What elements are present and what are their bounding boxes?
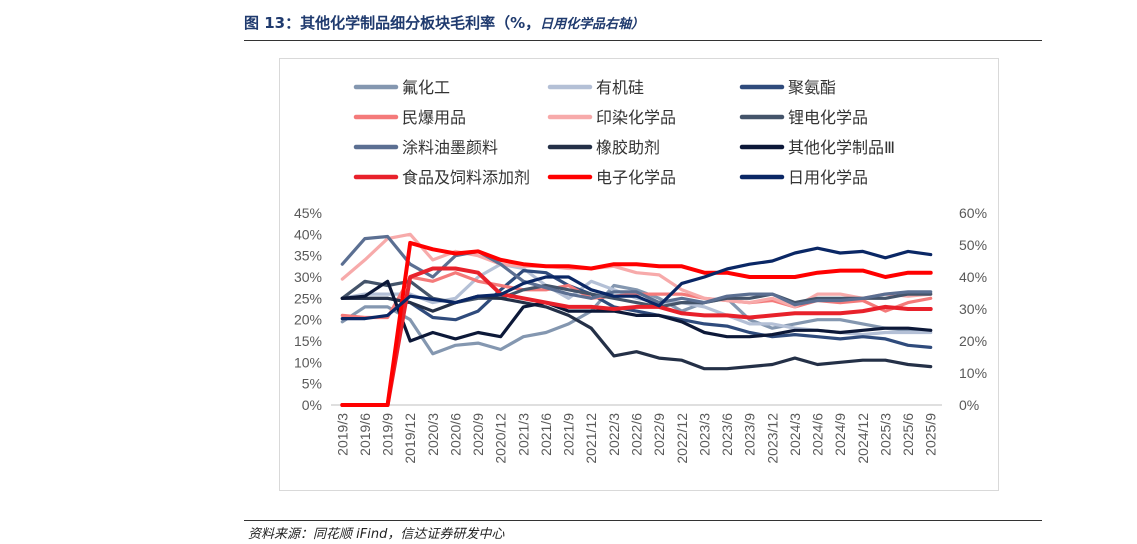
x-tick-label: 2021/6 <box>538 413 554 456</box>
left-tick-label: 10% <box>294 354 322 370</box>
figure-title-subtitle: 日用化学品右轴） <box>540 17 645 32</box>
left-tick-label: 20% <box>294 312 322 328</box>
figure-title-main: 图 13：其他化学制品细分板块毛利率（%， <box>244 14 541 32</box>
series-line-11 <box>340 240 933 407</box>
legend-label-5: 印染化学品 <box>596 108 676 127</box>
x-tick-label: 2022/9 <box>651 413 667 456</box>
x-tick-label: 2023/9 <box>742 413 758 456</box>
x-tick-label: 2025/6 <box>900 413 916 456</box>
x-tick-label: 2023/12 <box>764 413 780 464</box>
legend-label-11: 电子化学品 <box>596 168 676 187</box>
x-tick-label: 2024/12 <box>855 413 871 464</box>
series-line-5 <box>340 232 933 309</box>
series-line-3 <box>340 269 933 349</box>
x-tick-label: 2019/6 <box>357 413 373 456</box>
right-y-axis: 0% 10% 20% 30% 40% 50% 60% <box>959 205 987 413</box>
x-tick-label: 2020/9 <box>470 413 486 456</box>
x-tick-label: 2021/12 <box>583 413 599 464</box>
left-y-axis: 0% 5% 10% 15% 20% 25% 30% 35% 40% 45% <box>294 205 322 413</box>
series-lines <box>340 232 933 407</box>
x-tick-label: 2024/6 <box>810 413 826 456</box>
series-line-1 <box>340 283 933 356</box>
right-tick-label: 20% <box>959 333 987 349</box>
x-tick-label: 2025/9 <box>923 413 939 456</box>
x-tick-label: 2024/3 <box>787 413 803 456</box>
left-tick-label: 45% <box>294 205 322 221</box>
left-tick-label: 40% <box>294 226 322 242</box>
legend-label-4: 民爆用品 <box>402 108 466 127</box>
x-tick-label: 2025/3 <box>877 413 893 456</box>
legend-label-10: 食品及饲料添加剂 <box>402 168 530 187</box>
legend-label-3: 聚氨酯 <box>788 78 836 97</box>
x-tick-label: 2019/9 <box>380 413 396 456</box>
right-tick-label: 30% <box>959 301 987 317</box>
left-tick-label: 15% <box>294 333 322 349</box>
legend-label-6: 锂电化学品 <box>788 108 868 127</box>
x-tick-label: 2022/12 <box>674 413 690 464</box>
x-tick-label: 2023/6 <box>719 413 735 456</box>
left-tick-label: 5% <box>302 376 322 392</box>
x-tick-label: 2022/6 <box>629 413 645 456</box>
left-tick-label: 35% <box>294 248 322 264</box>
x-tick-label: 2020/12 <box>493 413 509 464</box>
left-tick-label: 30% <box>294 269 322 285</box>
x-tick-label: 2019/3 <box>334 413 350 456</box>
x-tick-label: 2021/3 <box>515 413 531 456</box>
chart-frame: 氟化工 有机硅 聚氨酯民爆用品 印染化学品 锂电化学品涂料油墨颜料 橡胶助剂 其他化学制品Ⅲ… <box>279 58 999 491</box>
legend-label-1: 氟化工 <box>402 78 450 97</box>
x-tick-label: 2022/3 <box>606 413 622 456</box>
legend-label-2: 有机硅 <box>596 78 644 97</box>
x-tick-label: 2020/3 <box>425 413 441 456</box>
source-note: 资料来源：同花顺 iFind，信达证券研发中心 <box>248 527 505 542</box>
series-line-12 <box>340 246 933 321</box>
series-line-8 <box>340 294 933 371</box>
bottom-rule <box>244 520 1042 521</box>
left-tick-label: 25% <box>294 290 322 306</box>
x-tick-label: 2023/3 <box>696 413 712 456</box>
legend-label-9: 其他化学制品Ⅲ <box>788 138 895 157</box>
legend-label-12: 日用化学品 <box>788 168 868 187</box>
x-tick-label: 2020/6 <box>447 413 463 456</box>
x-axis: 2019/3 2019/6 2019/9 2019/12 2020/3 2020/6 202… <box>331 404 942 464</box>
x-tick-label: 2021/9 <box>561 413 577 456</box>
series-line-9 <box>340 279 933 343</box>
legend-label-7: 涂料油墨颜料 <box>402 138 498 157</box>
top-rule <box>244 40 1042 41</box>
series-line-10 <box>340 266 933 407</box>
x-tick-label: 2024/9 <box>832 413 848 456</box>
left-tick-label: 0% <box>302 397 322 413</box>
right-tick-label: 40% <box>959 269 987 285</box>
right-tick-label: 50% <box>959 237 987 253</box>
x-tick-label: 2019/12 <box>402 413 418 464</box>
right-tick-label: 60% <box>959 205 987 221</box>
right-tick-label: 0% <box>959 397 979 413</box>
right-tick-label: 10% <box>959 365 987 381</box>
legend-label-8: 橡胶助剂 <box>596 138 660 157</box>
figure-title: 图 13：其他化学制品细分板块毛利率（%，日用化学品右轴） <box>244 12 644 33</box>
